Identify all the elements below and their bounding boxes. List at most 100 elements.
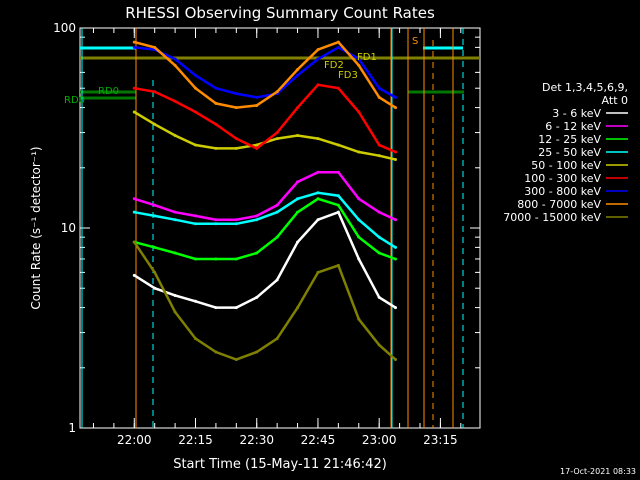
data-point [357, 235, 361, 239]
legend-label-9: 7000 - 15000 keV [503, 211, 601, 224]
data-point [234, 137, 238, 141]
data-point [173, 251, 177, 255]
fd2-annotation: FD2 [324, 60, 344, 71]
data-point [194, 299, 198, 303]
data-point [194, 214, 198, 218]
data-point [316, 191, 320, 195]
data-point [255, 103, 259, 107]
data-point [296, 197, 300, 201]
legend-label-6: 100 - 300 keV [524, 172, 601, 185]
data-point [234, 257, 238, 261]
data-point [132, 210, 136, 214]
data-point [357, 63, 361, 67]
series-line-8 [133, 40, 397, 109]
legend-label-2: 6 - 12 keV [545, 120, 601, 133]
data-point [275, 203, 279, 207]
data-point [336, 210, 340, 214]
data-point [234, 92, 238, 96]
data-point [394, 158, 398, 162]
data-point [153, 122, 157, 126]
data-point [336, 263, 340, 267]
data-point [296, 180, 300, 184]
data-point [316, 218, 320, 222]
data-point [173, 310, 177, 314]
data-point [255, 350, 259, 354]
generated-timestamp: 17-Oct-2021 08:33 [560, 467, 636, 476]
data-point [214, 101, 218, 105]
x-tick-label: 22:30 [239, 433, 274, 447]
series-line-4 [134, 191, 397, 249]
fd3-annotation: FD3 [338, 70, 358, 81]
x-tick-label: 22:45 [301, 433, 336, 447]
x-tick-label: 22:00 [117, 433, 152, 447]
legend-label-3: 12 - 25 keV [538, 133, 601, 146]
series-line-6 [134, 83, 396, 154]
data-point [394, 358, 398, 362]
data-point [234, 106, 238, 110]
y-axis-label: Count Rate (s⁻¹ detector⁻¹) [29, 146, 43, 309]
data-point [255, 146, 259, 150]
data-point [336, 143, 340, 147]
data-point [275, 137, 279, 141]
data-point [255, 95, 259, 99]
data-point [214, 222, 218, 226]
data-point [132, 45, 136, 49]
data-point [296, 240, 300, 244]
data-point [173, 210, 177, 214]
data-point [173, 63, 177, 67]
data-point [316, 57, 320, 61]
data-point [275, 90, 279, 94]
data-point [357, 218, 361, 222]
data-point [377, 343, 381, 347]
data-point [194, 143, 198, 147]
legend-label-7: 300 - 800 keV [524, 185, 601, 198]
data-point [214, 257, 218, 261]
series-line-2 [133, 170, 397, 221]
series-line-1 [133, 210, 397, 309]
data-point [357, 110, 361, 114]
y-tick-label: 100 [53, 21, 76, 35]
fd1-annotation: FD1 [357, 52, 377, 63]
data-point [153, 90, 157, 94]
data-point [194, 222, 198, 226]
data-point [377, 295, 381, 299]
data-point [316, 137, 320, 141]
y-tick-label: 1 [68, 421, 76, 435]
data-point [275, 210, 279, 214]
data-point [153, 286, 157, 290]
data-point [194, 110, 198, 114]
legend-label-8: 800 - 7000 keV [517, 198, 601, 211]
data-point [377, 210, 381, 214]
data-point [153, 270, 157, 274]
data-point [357, 317, 361, 321]
data-point [132, 40, 136, 44]
data-point [132, 110, 136, 114]
data-point [132, 240, 136, 244]
data-point [357, 197, 361, 201]
data-point [214, 146, 218, 150]
data-point [336, 45, 340, 49]
data-point [357, 150, 361, 154]
data-point [173, 134, 177, 138]
data-point [275, 278, 279, 282]
x-tick-label: 22:15 [178, 433, 213, 447]
data-point [214, 306, 218, 310]
data-point [336, 170, 340, 174]
data-point [194, 337, 198, 341]
data-point [132, 197, 136, 201]
data-point [255, 295, 259, 299]
chart-title: RHESSI Observing Summary Count Rates [125, 4, 435, 22]
data-point [275, 235, 279, 239]
data-point [316, 170, 320, 174]
data-point [214, 86, 218, 90]
data-point [132, 86, 136, 90]
data-point [377, 154, 381, 158]
data-point [275, 131, 279, 135]
data-point [214, 218, 218, 222]
series-group [132, 40, 398, 362]
legend-label-4: 25 - 50 keV [538, 146, 601, 159]
data-point [296, 210, 300, 214]
data-point [394, 257, 398, 261]
